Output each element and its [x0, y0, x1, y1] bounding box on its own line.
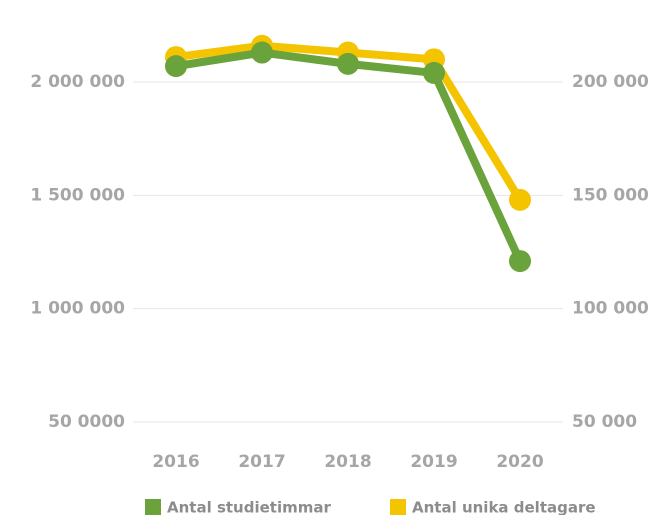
point [509, 188, 531, 211]
legend-label: Antal unika deltagare [412, 499, 596, 515]
x-tick-label: 2020 [496, 452, 543, 472]
x-tick-label: 2016 [152, 452, 199, 472]
point [337, 52, 359, 75]
series-line [175, 48, 524, 263]
y2-tick-label: 100 000 [572, 299, 649, 319]
y2-tick-label: 200 000 [572, 72, 649, 92]
x-tick-label: 2017 [238, 452, 285, 472]
point [423, 61, 445, 84]
y-tick-label: 1 000 000 [30, 299, 125, 319]
legend-swatch [390, 499, 406, 515]
x-tick-label: 2019 [410, 452, 457, 472]
y2-tick-label: 50 000 [572, 412, 637, 432]
y2-tick-label: 150 000 [572, 185, 649, 205]
point [251, 41, 273, 64]
x-tick-label: 2018 [324, 452, 371, 472]
y-tick-label: 1 500 000 [30, 185, 125, 205]
legend-label: Antal studietimmar [167, 499, 331, 515]
y-tick-label: 50 0000 [48, 412, 125, 432]
y-tick-label: 2 000 000 [30, 72, 125, 92]
point [165, 55, 187, 78]
point [509, 250, 531, 273]
legend-swatch [145, 499, 161, 515]
